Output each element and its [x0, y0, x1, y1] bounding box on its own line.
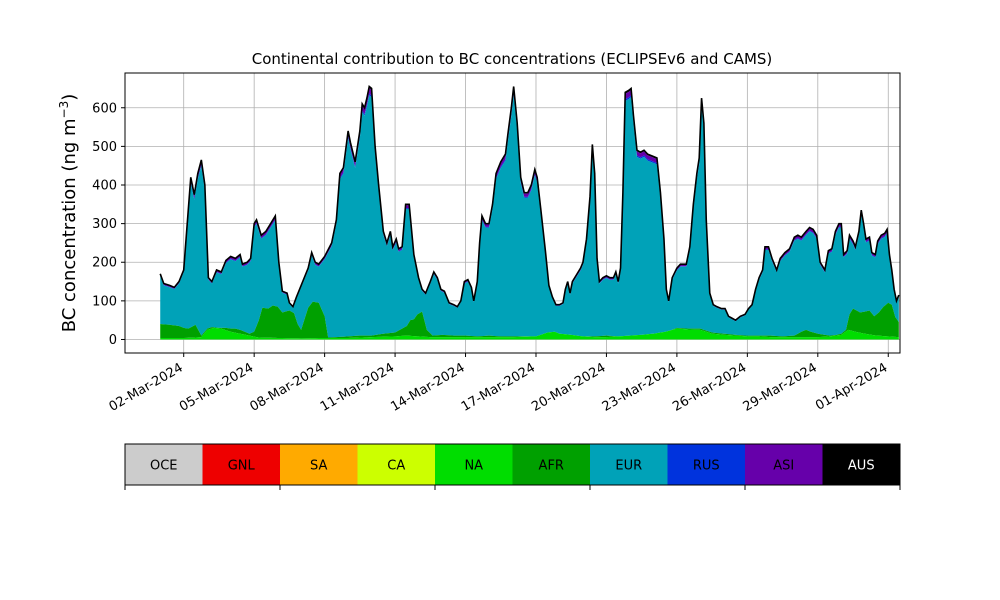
- legend-label-rus: RUS: [693, 459, 720, 474]
- legend-label-asi: ASI: [773, 459, 794, 474]
- legend-frame: [124, 443, 901, 486]
- legend-swatch-rus: [667, 444, 746, 485]
- legend-label-gnl: GNL: [228, 459, 256, 474]
- y-tick-label: 300: [92, 217, 117, 232]
- chart-title: Continental contribution to BC concentra…: [252, 50, 773, 68]
- legend-swatch-oce: [125, 444, 203, 485]
- area-afr: [160, 301, 899, 339]
- legend-swatch-aus: [822, 444, 901, 485]
- y-tick-label: 200: [92, 256, 117, 271]
- legend-label-oce: OCE: [150, 459, 178, 474]
- legend-label-afr: AFR: [539, 459, 564, 474]
- y-tick-label: 100: [92, 294, 117, 309]
- legend-label-na: NA: [464, 459, 483, 474]
- y-axis-label: BC concentration (ng m−3): [57, 94, 80, 333]
- total-outline: [159, 85, 900, 322]
- area-na: [160, 327, 899, 340]
- legend-swatch-na: [435, 444, 513, 485]
- y-tick-label: 500: [92, 140, 117, 155]
- legend-colorbar: OCE GNL SA CA NA AFR EUR RUS ASI AUS: [124, 443, 901, 490]
- y-tick-label: 0: [109, 333, 117, 348]
- legend-label-sa: SA: [310, 459, 327, 474]
- area-eur: [160, 95, 899, 338]
- legend-swatch-asi: [745, 444, 823, 485]
- y-tick-label: 600: [92, 101, 117, 116]
- legend-swatch-ca: [357, 444, 436, 485]
- legend-swatch-sa: [280, 444, 358, 485]
- legend-label-ca: CA: [387, 459, 405, 474]
- legend-swatch-gnl: [202, 444, 281, 485]
- stacked-areas: [159, 85, 900, 340]
- y-tick-label: 400: [92, 179, 117, 194]
- legend-label-eur: EUR: [615, 459, 642, 474]
- legend-label-aus: AUS: [848, 459, 875, 474]
- plot-frame: [124, 72, 901, 354]
- legend-swatch-eur: [590, 444, 668, 485]
- legend-swatch-afr: [512, 444, 591, 485]
